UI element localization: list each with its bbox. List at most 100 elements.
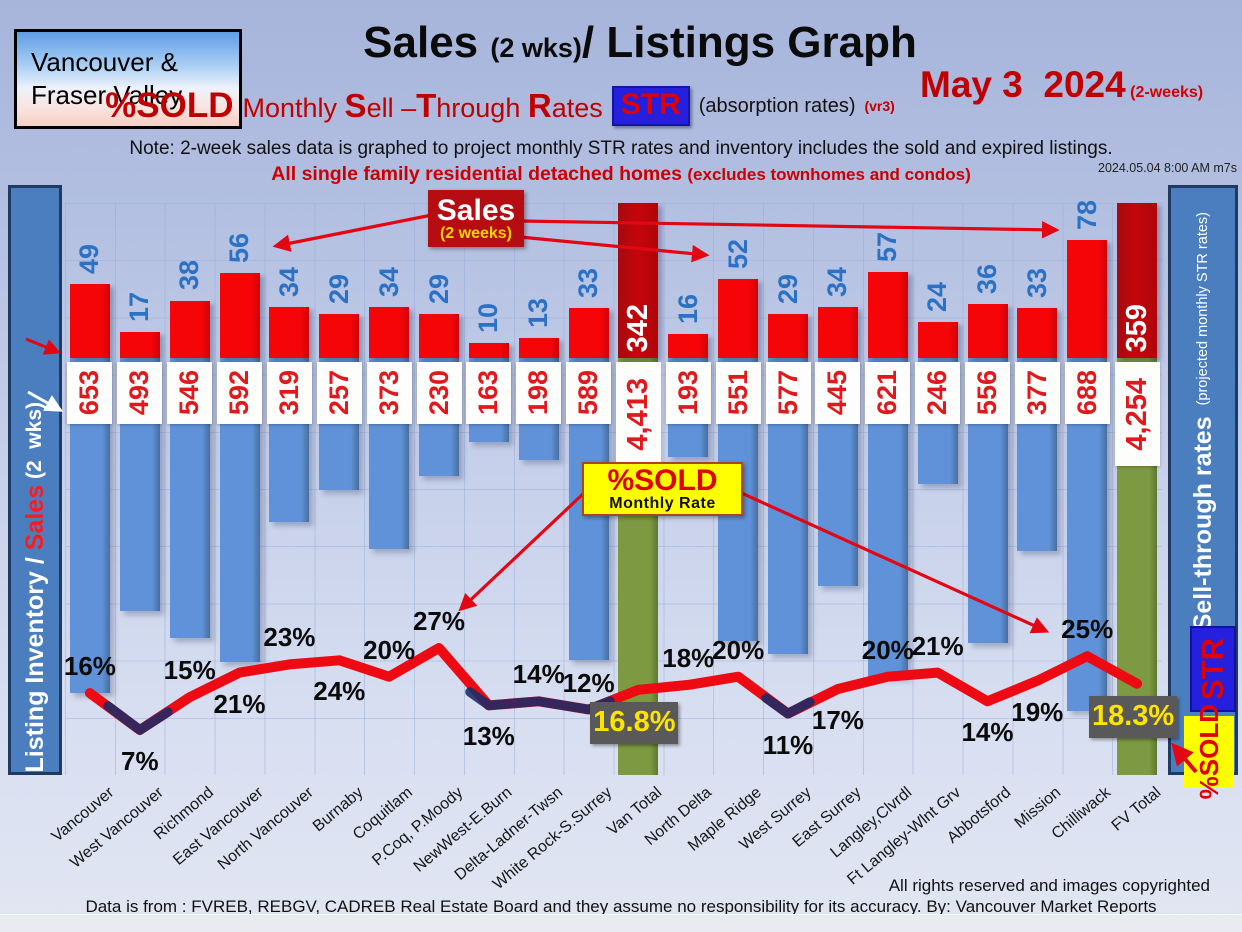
sales-bar: [1067, 240, 1108, 358]
total-sales-bar: [1117, 203, 1158, 358]
inventory-value-label: 163: [466, 362, 512, 424]
sales-value-label: 49: [74, 243, 105, 274]
sales-bar: [369, 306, 410, 358]
sales-bar: [269, 306, 310, 358]
right-axis-title-text: Sell-through rates (projected monthly ST…: [1188, 211, 1217, 630]
sales-value-label: 16: [672, 293, 703, 324]
subtitle-row: %SOLD Monthly Sell –Through Rates STR (a…: [0, 86, 1000, 126]
sales-value-label: 78: [1071, 200, 1102, 231]
page-title: Sales (2 wks)/ Listings Graph: [250, 18, 1030, 68]
logo-line1: Vancouver &: [31, 47, 178, 77]
inventory-value-label: 4,254: [1114, 362, 1160, 466]
sales-bar: [668, 333, 709, 358]
generated-timestamp: 2024.05.04 8:00 AM m7s: [1098, 161, 1237, 175]
sales-bar: [119, 332, 160, 358]
inventory-value-label: 4,413: [615, 362, 661, 466]
sales-value-label: 34: [373, 266, 404, 297]
sales-bar: [718, 279, 759, 358]
source-text: Data is from : FVREB, REBGV, CADREB Real…: [85, 897, 1157, 916]
psold-callout-sub: Monthly Rate: [609, 494, 716, 512]
sales-bar: [518, 338, 559, 358]
sales-bar: [817, 306, 858, 358]
left-axis-title-text: Listing Inventory / Sales (2 wks): [20, 401, 49, 772]
sales-bar: [917, 321, 958, 358]
title-sales: Sales: [363, 18, 491, 67]
inventory-value-label: 373: [366, 362, 412, 424]
inventory-value-label: 577: [765, 362, 811, 424]
sales-value-label: 29: [423, 274, 454, 305]
sales-value-label: 29: [772, 274, 803, 305]
inventory-value-label: 551: [715, 362, 761, 424]
sales-bar: [468, 342, 509, 358]
inventory-value-label: 653: [67, 362, 113, 424]
sales-value-label: 13: [523, 298, 554, 329]
sales-bar: [768, 314, 808, 358]
sales-callout-box: Sales (2 weeks): [428, 190, 524, 247]
sales-bar: [1017, 308, 1058, 358]
version-label: (vr3): [864, 98, 895, 114]
sales-bar: [169, 300, 210, 358]
inventory-value-label: 445: [815, 362, 861, 424]
inventory-value-label: 193: [665, 362, 711, 424]
category-label: FV Total: [1108, 784, 1165, 835]
str-badge-sidebar: STR: [1190, 626, 1236, 712]
absorption-rates-label: (absorption rates): [698, 94, 856, 117]
psold-callout-box: %SOLD Monthly Rate: [582, 462, 743, 516]
date-suffix: (2-weeks): [1125, 84, 1204, 101]
inventory-value-label: 230: [416, 362, 462, 424]
inventory-value-label: 556: [965, 362, 1010, 424]
inventory-value-label: 592: [217, 362, 262, 424]
window-bottom-strip: [0, 914, 1242, 932]
sales-value-label: 57: [872, 231, 903, 262]
date-main: May 3 2024: [920, 64, 1126, 105]
sales-bar: [568, 308, 609, 358]
psold-badge-sidebar: %SOLD: [1184, 704, 1234, 799]
sales-callout-sub: (2 weeks): [439, 224, 513, 242]
title-rest: / Listings Graph: [581, 18, 917, 67]
inventory-value-label: 589: [566, 362, 612, 424]
title-2wks: (2 wks): [490, 33, 582, 63]
sales-value-label: 29: [323, 274, 354, 305]
sales-bar: [419, 314, 459, 358]
sales-callout-title: Sales: [436, 193, 516, 227]
region-logo-box: Vancouver & Fraser Valley: [14, 29, 242, 129]
sales-value-label: 52: [722, 239, 753, 270]
sales-value-label: 33: [573, 268, 604, 299]
sales-value-label: 38: [174, 260, 205, 291]
scope-text: All single family residential detached h…: [271, 163, 971, 185]
inventory-value-label: 198: [516, 362, 562, 424]
sales-bar: [219, 273, 260, 358]
sales-value-label: 24: [922, 281, 953, 312]
inventory-value-label: 621: [865, 362, 911, 424]
inventory-value-label: 319: [266, 362, 312, 424]
sales-value-label: 33: [1021, 268, 1052, 299]
inventory-value-label: 493: [117, 362, 163, 424]
psold-callout-title: %SOLD: [607, 463, 718, 497]
right-axis-title: Sell-through rates (projected monthly ST…: [1168, 185, 1238, 799]
report-date: May 3 2024 (2-weeks): [920, 64, 1203, 106]
note-text: Note: 2-week sales data is graphed to pr…: [129, 138, 1113, 159]
total-sales-value-label: 359: [1120, 303, 1153, 352]
sales-value-label: 34: [273, 266, 304, 297]
sales-bar: [69, 283, 110, 358]
sales-value-label: 17: [124, 292, 155, 323]
inventory-value-label: 546: [167, 362, 213, 424]
logo-line2: Fraser Valley: [31, 80, 183, 110]
left-axis-title: Listing Inventory / Sales (2 wks): [8, 185, 62, 775]
sales-bar: [967, 303, 1008, 358]
sales-value-label: 10: [473, 302, 504, 333]
sales-value-label: 34: [822, 266, 853, 297]
inventory-value-label: 688: [1064, 362, 1110, 424]
sales-value-label: 36: [972, 263, 1002, 294]
rights-text: All rights reserved and images copyright…: [888, 876, 1210, 895]
inventory-value-label: 246: [915, 362, 961, 424]
sales-value-label: 56: [224, 233, 254, 264]
total-sales-value-label: 342: [621, 303, 654, 352]
sell-through-rates-text: Monthly Sell –Through Rates: [242, 87, 603, 124]
psold-header: %SOLD: [105, 86, 234, 125]
sales-bar: [867, 271, 908, 358]
inventory-value-label: 377: [1014, 362, 1060, 424]
sales-bar: [319, 314, 360, 358]
inventory-value-label: 257: [316, 362, 362, 424]
